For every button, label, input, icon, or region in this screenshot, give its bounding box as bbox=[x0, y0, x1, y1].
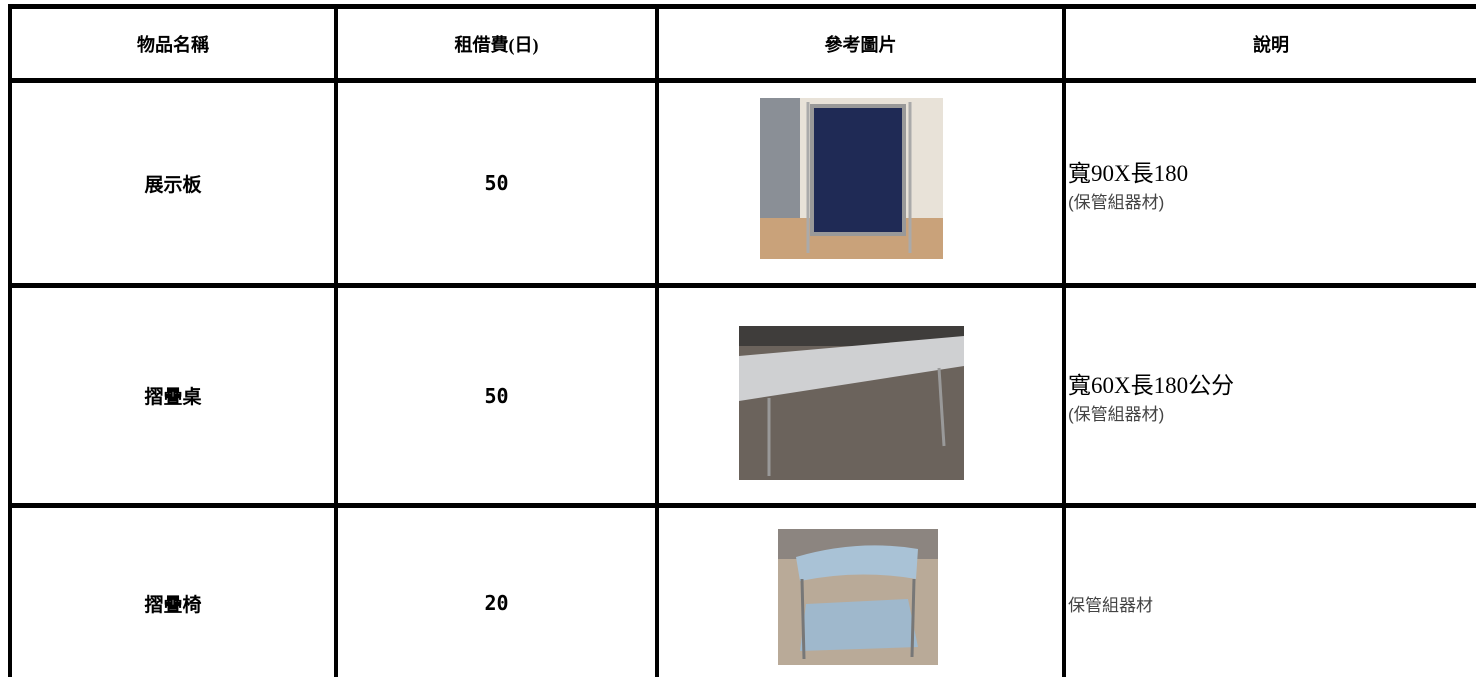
item-name: 摺疊桌 bbox=[144, 387, 202, 408]
header-cell: 參考圖片 bbox=[824, 34, 897, 55]
border bbox=[655, 4, 659, 677]
photo-display-board bbox=[760, 98, 943, 259]
border bbox=[8, 4, 12, 677]
border bbox=[1062, 4, 1066, 677]
description-note: 保管組器材 bbox=[1068, 595, 1153, 615]
item-name: 展示板 bbox=[144, 174, 202, 196]
border bbox=[8, 503, 1476, 508]
description: 寬60X長180公分 (保管組器材) bbox=[1068, 288, 1234, 503]
photo-folding-table bbox=[739, 326, 964, 480]
description: 保管組器材 bbox=[1068, 508, 1153, 698]
item-name: 摺疊椅 bbox=[144, 594, 202, 616]
border bbox=[8, 78, 1476, 83]
photo-folding-chair bbox=[778, 529, 938, 665]
header-cell: 物品名稱 bbox=[137, 34, 209, 55]
description-main: 寬90X長180 bbox=[1068, 160, 1189, 186]
description-note: (保管組器材) bbox=[1068, 192, 1165, 212]
border bbox=[8, 283, 1476, 288]
page: 物品名稱 租借費(日) 參考圖片 說明 展示板 50 寬90X長180 (保管組… bbox=[8, 4, 1476, 677]
description: 寬90X長180 (保管組器材) bbox=[1068, 83, 1188, 283]
fee: 50 bbox=[484, 383, 509, 408]
description-main: 寬60X長180公分 bbox=[1068, 373, 1235, 398]
fee: 50 bbox=[484, 171, 509, 195]
fee: 20 bbox=[484, 591, 509, 615]
border bbox=[334, 4, 338, 677]
border bbox=[8, 4, 1476, 9]
header-cell: 租借費(日) bbox=[454, 34, 539, 55]
description-note: (保管組器材) bbox=[1068, 405, 1165, 424]
header-cell: 說明 bbox=[1253, 34, 1289, 55]
